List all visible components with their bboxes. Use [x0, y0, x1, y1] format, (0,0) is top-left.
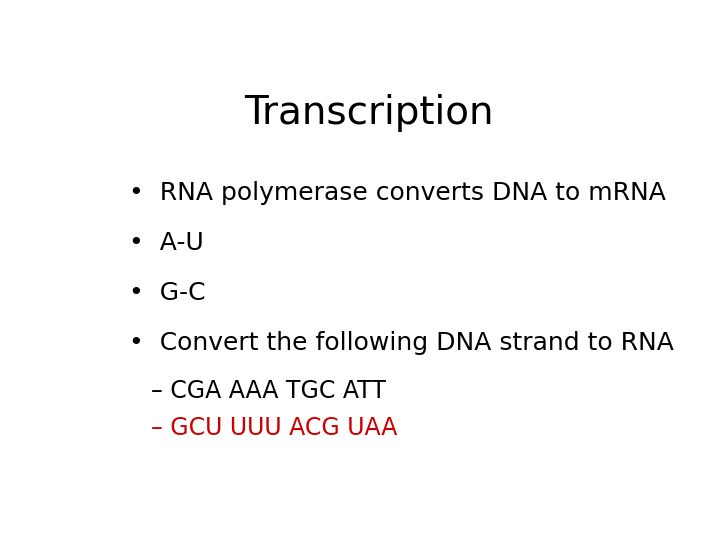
Text: Transcription: Transcription	[244, 94, 494, 132]
Text: •  RNA polymerase converts DNA to mRNA: • RNA polymerase converts DNA to mRNA	[129, 181, 666, 205]
Text: – CGA AAA TGC ATT: – CGA AAA TGC ATT	[151, 379, 387, 403]
Text: •  A-U: • A-U	[129, 231, 204, 255]
Text: •  Convert the following DNA strand to RNA: • Convert the following DNA strand to RN…	[129, 331, 674, 355]
Text: •  G-C: • G-C	[129, 281, 206, 305]
Text: – GCU UUU ACG UAA: – GCU UUU ACG UAA	[151, 416, 397, 440]
